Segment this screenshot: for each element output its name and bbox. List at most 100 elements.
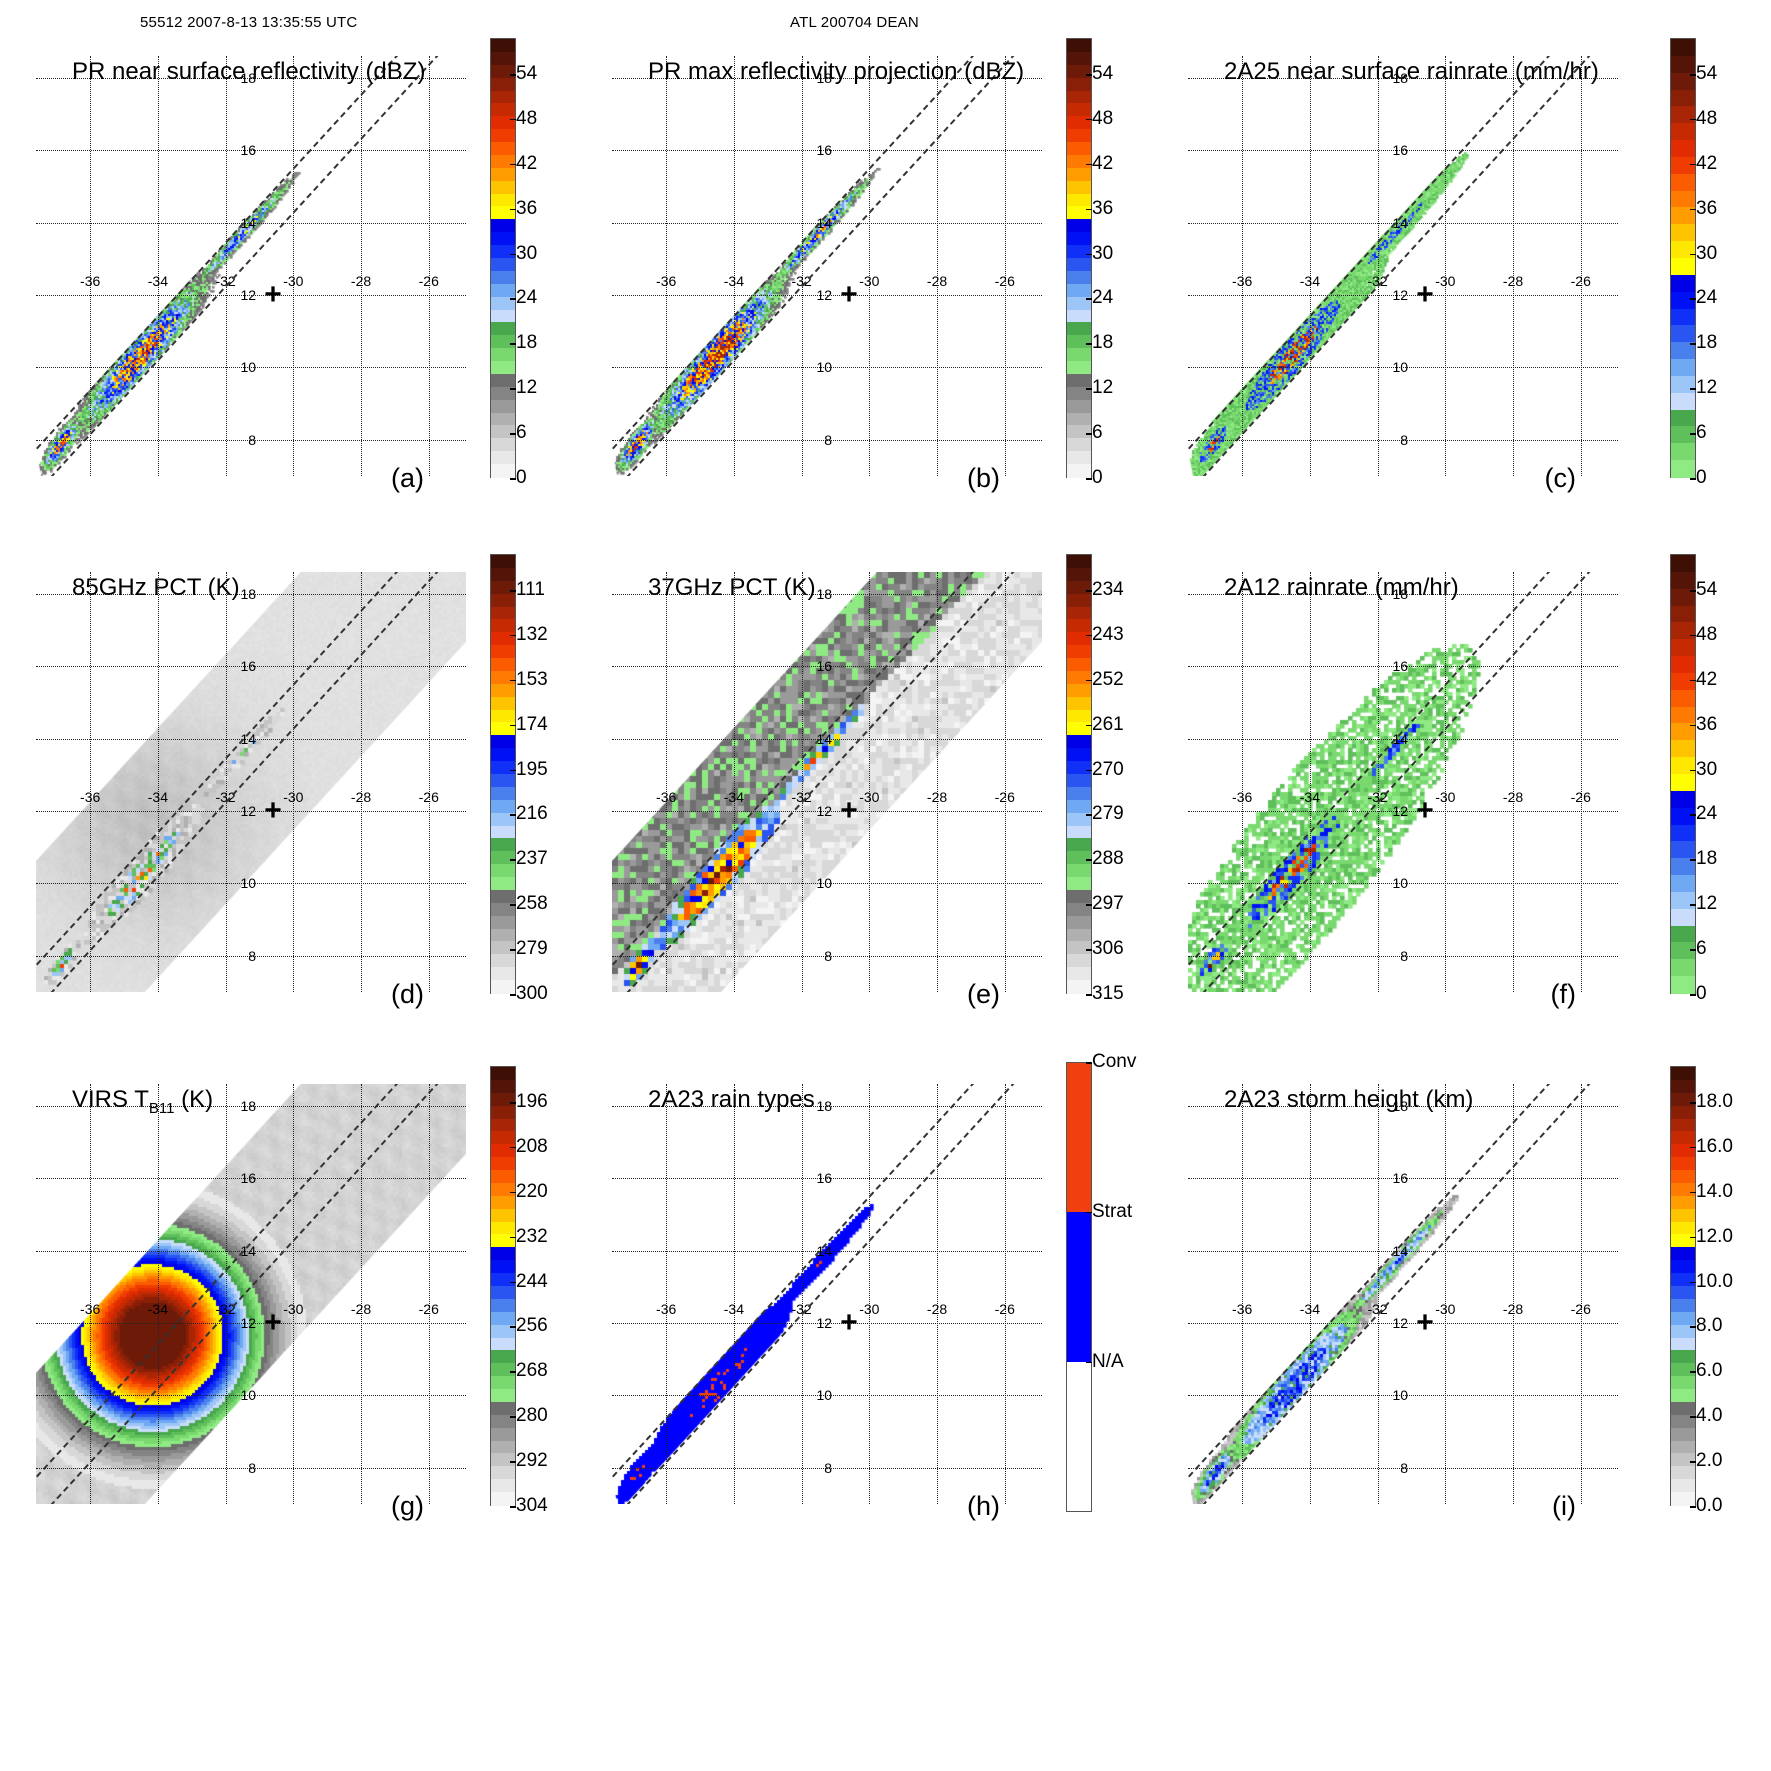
plot-area-c[interactable]: -36 -34 -32 -30 -28 -26 8 10 12 14 16 18 + — [1188, 56, 1618, 476]
colorbar-segment — [491, 658, 515, 672]
colorbar-tick-label: 208 — [510, 1135, 548, 1157]
colorbar-segment — [1067, 580, 1091, 595]
colorbar-segment — [491, 735, 515, 749]
colorbar-tick-label: 48 — [1085, 107, 1114, 129]
colorbar-segment — [491, 438, 515, 452]
colorbar-segment — [1067, 373, 1091, 388]
colorbar-tick-label: 18 — [1085, 332, 1114, 354]
colorbar-segment — [491, 555, 515, 569]
colorbar-tick-label: 270 — [1086, 758, 1124, 780]
colorbar-segment — [1067, 129, 1091, 143]
colorbar-segment — [1671, 325, 1695, 343]
colorbar-tick-label: 252 — [1086, 668, 1124, 690]
colorbar-segment — [1067, 335, 1091, 349]
plot-area-d[interactable]: -36 -34 -32 -30 -28 -26 8 10 12 14 16 18 + — [36, 572, 466, 992]
colorbar-segment — [1671, 291, 1695, 310]
plot-area-a[interactable]: -36 -34 -32 -30 -28 -26 8 10 12 14 16 18 + — [36, 56, 466, 476]
colorbar-tick-label: 6 — [510, 422, 527, 444]
colorbar-segment — [1067, 941, 1091, 955]
colorbar-tick-label: 0 — [1690, 983, 1707, 1004]
panel-label-g: (g) — [391, 1491, 424, 1521]
colorbar-segment — [491, 567, 515, 582]
colorbar-segment — [491, 180, 515, 195]
colorbar-tick-label: 42 — [509, 152, 538, 174]
colorbar-segment — [1067, 1063, 1091, 1213]
colorbar-segment — [1067, 361, 1091, 375]
colorbar-segment — [1067, 606, 1091, 620]
colorbar-segment — [1671, 1079, 1695, 1094]
colorbar-tick-label: 195 — [510, 758, 548, 780]
panel-e[interactable]: -36 -34 -32 -30 -28 -26 8 10 12 14 16 18 +37GHz PCT … — [612, 546, 1078, 1016]
colorbar-tick-label: 24 — [1689, 287, 1718, 309]
colorbar-segment — [1671, 875, 1695, 893]
colorbar-tick-label: 279 — [1086, 803, 1124, 825]
panel-c[interactable]: -36 -34 -32 -30 -28 -26 8 10 12 14 16 18 +2A25 near … — [1188, 30, 1654, 500]
colorbar-tick-label: 54 — [1689, 63, 1718, 85]
colorbar-segment — [491, 1389, 515, 1403]
panel-b[interactable]: -36 -34 -32 -30 -28 -26 8 10 12 14 16 18 + PR max ref… — [612, 30, 1078, 500]
colorbar-a: 54 48 42 36 30 24 18 12 6 0 — [484, 38, 580, 488]
colorbar-segment — [1671, 460, 1695, 478]
panel-raster — [1188, 572, 1618, 992]
colorbar-segment — [1067, 567, 1091, 582]
panel-title-d: 85GHz PCT (K) — [72, 574, 240, 601]
colorbar-segment — [1671, 656, 1695, 674]
colorbar-segment — [491, 193, 515, 207]
colorbar-segment — [1671, 1260, 1695, 1274]
colorbar-segment — [1067, 283, 1091, 298]
plot-area-f[interactable]: -36 -34 -32 -30 -28 -26 8 10 12 14 16 18 + — [1188, 572, 1618, 992]
colorbar-segment — [1067, 206, 1091, 220]
panel-title-tail: (K) — [174, 1086, 214, 1113]
colorbar-segment — [491, 245, 515, 259]
plot-area-b[interactable]: -36 -34 -32 -30 -28 -26 8 10 12 14 16 18 + — [612, 56, 1042, 476]
colorbar-segment — [1671, 1157, 1695, 1171]
colorbar-tick-label: 0 — [510, 467, 527, 488]
colorbar-tick-label: 10.0 — [1690, 1270, 1733, 1292]
plot-area-i[interactable]: -36 -34 -32 -30 -28 -26 8 10 12 14 16 18 + — [1188, 1084, 1618, 1504]
plot-area-g[interactable]: -36 -34 -32 -30 -28 -26 8 10 12 14 16 18 + — [36, 1084, 466, 1504]
panel-f[interactable]: -36 -34 -32 -30 -28 -26 8 10 12 14 16 18 +2A12 rainr… — [1188, 546, 1654, 1016]
colorbar-segment — [1671, 55, 1695, 74]
colorbar-segment — [1671, 925, 1695, 943]
colorbar-gradient — [490, 38, 516, 478]
colorbar-segment — [491, 1260, 515, 1274]
colorbar-segment — [491, 1067, 515, 1081]
colorbar-segment — [491, 980, 515, 994]
colorbar-gradient — [1670, 38, 1696, 478]
panel-h[interactable]: -36 -34 -32 -30 -28 -26 8 10 12 14 16 18 +2A23 rain … — [612, 1058, 1078, 1528]
colorbar-segment — [1067, 258, 1091, 272]
colorbar-segment — [491, 167, 515, 182]
panel-raster — [1188, 56, 1618, 476]
colorbar-h: Conv Strat N/A — [1060, 1051, 1156, 1512]
colorbar-segment — [491, 1195, 515, 1210]
colorbar-segment — [491, 928, 515, 942]
colorbar-tick-label: 24 — [509, 287, 538, 309]
plot-area-h[interactable]: -36 -34 -32 -30 -28 -26 8 10 12 14 16 18 + — [612, 1084, 1042, 1504]
colorbar-tick-label: 42 — [1085, 152, 1114, 174]
colorbar-segment — [1671, 1466, 1695, 1480]
colorbar-gradient — [1066, 554, 1092, 994]
colorbar-segment — [1067, 774, 1091, 788]
colorbar-gradient — [1670, 554, 1696, 994]
colorbar-segment — [1671, 443, 1695, 461]
colorbar-segment — [1671, 123, 1695, 141]
colorbar-tick-label: 6.0 — [1689, 1360, 1723, 1382]
colorbar-tick-label: 174 — [510, 713, 548, 735]
panel-d[interactable]: -36 -34 -32 -30 -28 -26 8 10 12 14 16 18 +85GHz PCT … — [36, 546, 502, 1016]
colorbar-gradient — [490, 554, 516, 994]
colorbar-segment — [491, 399, 515, 414]
colorbar-segment — [1067, 658, 1091, 672]
header-left-timestamp: 55512 2007-8-13 13:35:55 UTC — [140, 14, 358, 31]
colorbar-segment — [491, 722, 515, 736]
colorbar-tick-label: 18 — [1689, 848, 1718, 870]
colorbar-segment — [1067, 683, 1091, 698]
colorbar-segment — [1671, 375, 1695, 394]
colorbar-tick-label: 300 — [510, 983, 548, 1004]
colorbar-segment — [491, 296, 515, 311]
panel-g[interactable]: -36 -34 -32 -30 -28 -26 8 10 12 14 16 18 + VIRS TB11 … — [36, 1058, 502, 1528]
panel-a[interactable]: -36 -34 -32 -30 -28 -26 8 10 12 14 16 18 + PR near su… — [36, 30, 502, 500]
colorbar-segment — [1671, 908, 1695, 927]
plot-area-e[interactable]: -36 -34 -32 -30 -28 -26 8 10 12 14 16 18 + — [612, 572, 1042, 992]
colorbar-tick-label: 132 — [510, 623, 548, 645]
panel-i[interactable]: -36 -34 -32 -30 -28 -26 8 10 12 14 16 18 +2A23 storm… — [1188, 1058, 1654, 1528]
